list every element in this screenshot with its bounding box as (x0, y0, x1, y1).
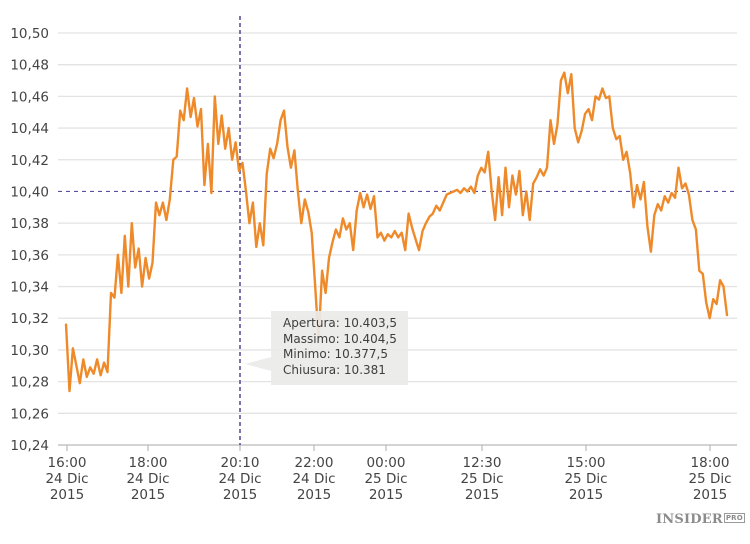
y-tick-label: 10,28 (10, 375, 49, 391)
y-tick-label: 10,30 (10, 343, 49, 359)
y-axis-labels: 10,24 10,26 10,28 10,30 10,32 10,34 10,36 10,38… (10, 26, 49, 454)
grid-lines (58, 32, 737, 414)
x-tick-label: 25 Dic (688, 471, 731, 487)
tooltip-high: Massimo: 10.404,5 (283, 331, 397, 346)
x-tick-label: 12:30 (463, 455, 502, 471)
x-tick-label: 2015 (50, 487, 84, 503)
x-tick-label: 2015 (693, 487, 727, 503)
y-tick-label: 10,40 (10, 184, 49, 200)
y-tick-label: 10,48 (10, 58, 49, 74)
y-tick-label: 10,38 (10, 216, 49, 232)
tooltip-close: Chiusura: 10.381 (283, 362, 386, 377)
x-tick-label: 24 Dic (126, 471, 169, 487)
x-tick-label: 18:00 (691, 455, 730, 471)
x-tick-label: 16:00 (48, 455, 87, 471)
x-tick-label: 20:10 (221, 455, 260, 471)
x-tick-label: 25 Dic (460, 471, 503, 487)
x-tick-label: 18:00 (129, 455, 168, 471)
x-tick-label: 2015 (465, 487, 499, 503)
y-tick-label: 10,50 (10, 26, 49, 42)
x-tick-label: 24 Dic (45, 471, 88, 487)
price-line[interactable] (64, 71, 729, 393)
x-tick-label: 2015 (297, 487, 331, 503)
y-tick-label: 10,42 (10, 153, 49, 169)
y-tick-label: 10,46 (10, 89, 49, 105)
x-tick-label: 2015 (369, 487, 403, 503)
x-tick-label: 25 Dic (364, 471, 407, 487)
y-tick-label: 10,34 (10, 280, 49, 296)
x-tick-label: 2015 (223, 487, 257, 503)
insider-pro-logo: INSIDER PRO (656, 512, 745, 527)
y-tick-label: 10,24 (10, 438, 49, 454)
x-tick-label: 24 Dic (292, 471, 335, 487)
tooltip-low: Minimo: 10.377,5 (283, 347, 388, 361)
x-tick-label: 24 Dic (218, 471, 261, 487)
x-tick-label: 15:00 (567, 455, 606, 471)
logo-text: INSIDER (656, 512, 723, 527)
y-tick-label: 10,44 (10, 121, 49, 137)
tooltip-open: Apertura: 10.403,5 (283, 316, 398, 330)
ohlc-tooltip: Apertura: 10.403,5 Massimo: 10.404,5 Min… (271, 311, 408, 385)
logo-pro-badge: PRO (723, 513, 745, 523)
x-tick-label: 22:00 (295, 455, 334, 471)
x-tick-label: 2015 (569, 487, 603, 503)
x-tick-label: 00:00 (367, 455, 406, 471)
y-tick-label: 10,26 (10, 406, 49, 422)
y-tick-label: 10,36 (10, 248, 49, 264)
tooltip-pointer (245, 357, 271, 371)
y-tick-label: 10,32 (10, 311, 49, 327)
x-tick-label: 25 Dic (564, 471, 607, 487)
x-tick-label: 2015 (131, 487, 165, 503)
